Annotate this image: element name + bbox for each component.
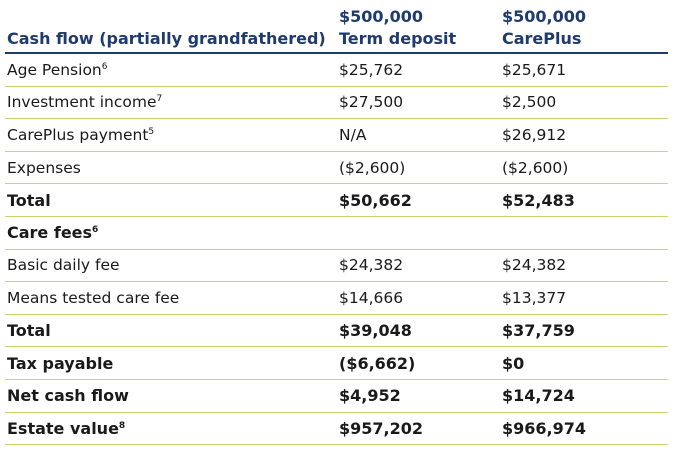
row-label-text: Total xyxy=(7,190,51,210)
header-careplus-amount: $500,000 xyxy=(502,7,587,26)
footnote-marker: 8 xyxy=(118,420,126,431)
careplus-value: ($2,600) xyxy=(500,151,668,185)
table-row: Basic daily fee $24,382 $24,382 xyxy=(5,249,668,283)
row-label: Investment income7 xyxy=(5,86,337,120)
row-label: Total xyxy=(5,183,337,217)
table-row: Means tested care fee $14,666 $13,377 xyxy=(5,281,668,315)
row-label-text: Estate value xyxy=(7,418,119,438)
term-deposit-value: $39,048 xyxy=(337,314,500,348)
term-deposit-value: $24,382 xyxy=(337,249,500,283)
term-deposit-value: N/A xyxy=(337,118,500,152)
table-row: Total $50,662 $52,483 xyxy=(5,183,668,217)
row-label: Means tested care fee xyxy=(5,281,337,315)
footnote-marker: 5 xyxy=(148,126,155,137)
table-row: Tax payable ($6,662) $0 xyxy=(5,346,668,380)
table-row: Total $39,048 $37,759 xyxy=(5,314,668,348)
header-cash-flow: Cash flow (partially grandfathered) xyxy=(5,0,337,54)
row-label-text: CarePlus payment xyxy=(7,125,149,144)
table-header-row: Cash flow (partially grandfathered) $500… xyxy=(5,0,668,54)
row-label-text: Total xyxy=(7,321,51,341)
careplus-value: $13,377 xyxy=(500,281,668,315)
footnote-marker: 6 xyxy=(101,61,108,72)
table-row: Net cash flow $4,952 $14,724 xyxy=(5,379,668,413)
row-label-text: Age Pension xyxy=(7,60,102,79)
table-body: Age Pension6 $25,762 $25,671 Investment inc… xyxy=(5,53,668,446)
row-label: Estate value8 xyxy=(5,412,337,446)
header-term-deposit: $500,000 Term deposit xyxy=(337,0,500,54)
term-deposit-value: $14,666 xyxy=(337,281,500,315)
term-deposit-value: $50,662 xyxy=(337,183,500,217)
row-label-text: Investment income xyxy=(7,93,157,112)
row-label: Care fees6 xyxy=(5,216,337,250)
term-deposit-value: $957,202 xyxy=(337,412,500,446)
cash-flow-table: Cash flow (partially grandfathered) $500… xyxy=(5,0,668,446)
table-row: Care fees6 xyxy=(5,216,668,250)
row-label: Net cash flow xyxy=(5,379,337,413)
careplus-value: $14,724 xyxy=(500,379,668,413)
table-row: Expenses ($2,600) ($2,600) xyxy=(5,151,668,185)
row-label-text: Means tested care fee xyxy=(7,288,180,307)
term-deposit-value: ($2,600) xyxy=(337,151,500,185)
header-term-deposit-label: Term deposit xyxy=(339,29,457,48)
table-row: CarePlus payment5 N/A $26,912 xyxy=(5,118,668,152)
row-label: Age Pension6 xyxy=(5,53,337,87)
header-term-deposit-amount: $500,000 xyxy=(339,7,424,26)
careplus-value: $26,912 xyxy=(500,118,668,152)
header-careplus-label: CarePlus xyxy=(502,29,582,48)
row-label: CarePlus payment5 xyxy=(5,118,337,152)
row-label-text: Tax payable xyxy=(7,353,114,373)
careplus-value: $37,759 xyxy=(500,314,668,348)
row-label: Expenses xyxy=(5,151,337,185)
careplus-value: $52,483 xyxy=(500,183,668,217)
careplus-value: $0 xyxy=(500,346,668,380)
footnote-marker: 6 xyxy=(92,225,99,236)
row-label-text: Basic daily fee xyxy=(7,256,120,275)
row-label-text: Care fees xyxy=(7,223,93,243)
term-deposit-value: $27,500 xyxy=(337,86,500,120)
table-row: Age Pension6 $25,762 $25,671 xyxy=(5,53,668,87)
row-label: Total xyxy=(5,314,337,348)
term-deposit-value: $4,952 xyxy=(337,379,500,413)
careplus-value: $966,974 xyxy=(500,412,668,446)
careplus-value: $24,382 xyxy=(500,249,668,283)
careplus-value: $2,500 xyxy=(500,86,668,120)
careplus-value xyxy=(500,216,668,250)
careplus-value: $25,671 xyxy=(500,53,668,87)
row-label-text: Expenses xyxy=(7,158,81,177)
term-deposit-value xyxy=(337,216,500,250)
row-label: Basic daily fee xyxy=(5,249,337,283)
header-careplus: $500,000 CarePlus xyxy=(500,0,668,54)
table-row: Investment income7 $27,500 $2,500 xyxy=(5,86,668,120)
row-label: Tax payable xyxy=(5,346,337,380)
footnote-marker: 7 xyxy=(156,94,163,105)
row-label-text: Net cash flow xyxy=(7,386,129,406)
term-deposit-value: $25,762 xyxy=(337,53,500,87)
table-row: Estate value8 $957,202 $966,974 xyxy=(5,412,668,446)
term-deposit-value: ($6,662) xyxy=(337,346,500,380)
